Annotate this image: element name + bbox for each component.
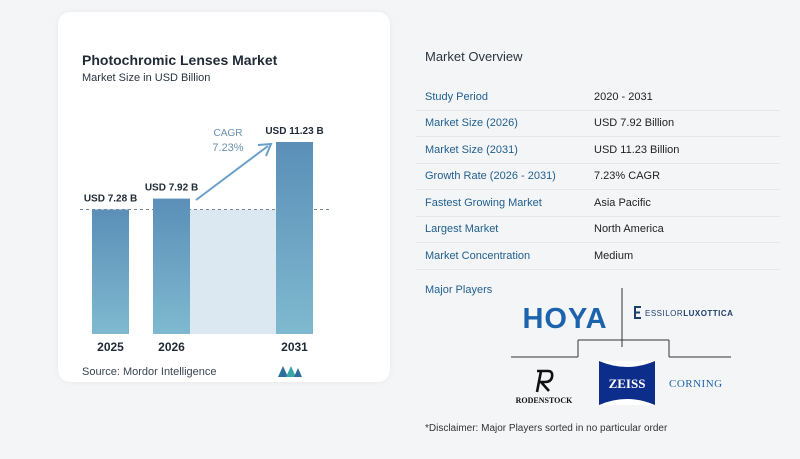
row-value: North America xyxy=(594,216,780,243)
essilor-text: ESSILOR xyxy=(645,309,683,318)
hoya-logo: HOYA xyxy=(522,303,607,335)
overview-title: Market Overview xyxy=(425,49,523,64)
row-value: USD 7.92 Billion xyxy=(594,110,780,137)
table-row: Study Period 2020 - 2031 xyxy=(416,84,780,111)
row-key: Study Period xyxy=(416,84,594,111)
mordor-logo-icon xyxy=(278,366,302,377)
value-label-2025: USD 7.28 B xyxy=(84,194,137,205)
corning-logo: CORNING xyxy=(669,378,723,390)
row-key: Growth Rate (2026 - 2031) xyxy=(416,163,594,190)
luxottica-text: LUXOTTICA xyxy=(683,309,733,318)
row-key: Market Concentration xyxy=(416,242,594,270)
chart-title: Photochromic Lenses Market xyxy=(82,52,278,68)
growth-shade xyxy=(190,209,276,334)
source-name: Mordor Intelligence xyxy=(122,366,217,378)
table-row: Largest Market North America xyxy=(416,216,780,243)
cagr-label: CAGR xyxy=(214,128,243,139)
x-tick-2026: 2026 xyxy=(158,340,185,354)
source-note: Source: Mordor Intelligence xyxy=(82,366,217,378)
rodenstock-logo: RODENSTOCK xyxy=(516,369,574,405)
bar-2026 xyxy=(153,198,190,334)
table-row: Market Size (2031) USD 11.23 Billion xyxy=(416,136,780,164)
x-tick-2025: 2025 xyxy=(97,340,124,354)
table-row: Market Size (2026) USD 7.92 Billion xyxy=(416,110,780,137)
source-label: Source: xyxy=(82,366,120,378)
cagr-arrow xyxy=(195,145,269,201)
zeiss-logo: ZEISS xyxy=(599,361,655,405)
cagr-arrowhead xyxy=(257,142,273,157)
bar-2025 xyxy=(92,209,129,334)
row-key: Market Size (2031) xyxy=(416,136,594,164)
table-row: Market Concentration Medium xyxy=(416,242,780,270)
table-row: Fastest Growing Market Asia Pacific xyxy=(416,189,780,217)
table-row: Growth Rate (2026 - 2031) 7.23% CAGR xyxy=(416,163,780,190)
value-label-2026: USD 7.92 B xyxy=(145,183,198,194)
zeiss-text: ZEISS xyxy=(609,376,646,391)
overview-table: Study Period 2020 - 2031 Market Size (202… xyxy=(416,84,780,270)
x-tick-2031: 2031 xyxy=(281,340,308,354)
row-key: Largest Market xyxy=(416,216,594,243)
bar-2031 xyxy=(276,142,313,334)
rodenstock-text: RODENSTOCK xyxy=(516,396,574,405)
row-value: Asia Pacific xyxy=(594,189,780,217)
row-key: Fastest Growing Market xyxy=(416,189,594,217)
cagr-value: 7.23% xyxy=(212,142,243,154)
row-key: Market Size (2026) xyxy=(416,110,594,137)
chart-subtitle: Market Size in USD Billion xyxy=(82,72,211,84)
row-value: 2020 - 2031 xyxy=(594,84,780,111)
svg-text:ESSILORLUXOTTICA: ESSILORLUXOTTICA xyxy=(645,309,733,318)
disclaimer: *Disclaimer: Major Players sorted in no … xyxy=(425,423,668,434)
row-value: Medium xyxy=(594,242,780,270)
row-value: 7.23% CAGR xyxy=(594,163,780,190)
major-players-label: Major Players xyxy=(425,284,493,296)
row-value: USD 11.23 Billion xyxy=(594,136,780,164)
essilorluxottica-logo: ESSILORLUXOTTICA xyxy=(634,306,733,319)
value-label-2031: USD 11.23 B xyxy=(265,126,323,137)
